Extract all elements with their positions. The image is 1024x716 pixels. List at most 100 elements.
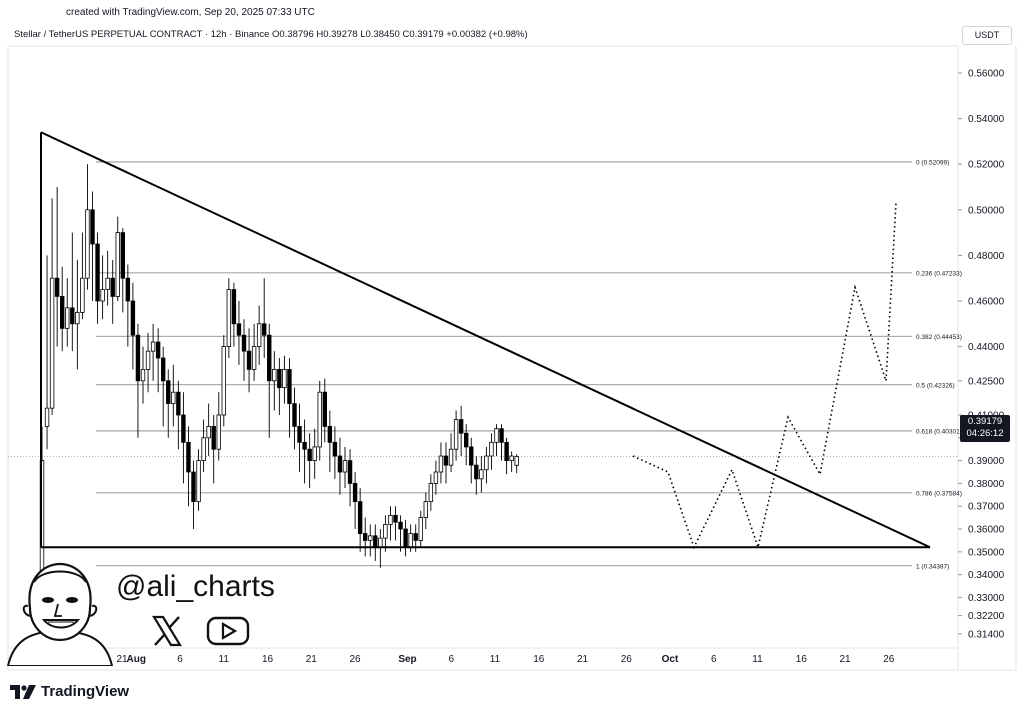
y-tick-label: 0.56000 [968, 69, 1005, 80]
y-tick-label: 0.38000 [968, 479, 1005, 490]
candle-body [322, 391, 327, 427]
x-tick-label: 6 [711, 654, 717, 665]
author-avatar [4, 548, 116, 671]
currency-selector[interactable]: USDT [962, 26, 1012, 45]
triangle-resistance-line [40, 131, 931, 549]
y-tick-label: 0.35000 [968, 547, 1005, 558]
x-tick-label: 21 [839, 654, 851, 665]
y-tick-label: 0.52000 [968, 160, 1005, 171]
candle-body [499, 428, 504, 443]
candle-body [155, 341, 161, 359]
candle-body [160, 357, 166, 382]
candle-body [337, 455, 343, 473]
candle-body [453, 419, 459, 450]
candle-body [463, 432, 469, 448]
y-tick-label: 0.46000 [968, 297, 1005, 308]
fib-level-label: 0.5 (0.42326) [916, 382, 955, 389]
candle-body [297, 425, 302, 443]
last-price-value: 0.39179 [967, 416, 1003, 427]
candle-body [504, 441, 509, 461]
symbol-legend[interactable]: Stellar / TetherUS PERPETUAL CONTRACT · … [14, 29, 528, 40]
candle-body [403, 528, 408, 548]
last-price-badge: 0.39179 04:26:12 [960, 415, 1010, 442]
fib-level-label: 0 (0.52099) [916, 159, 949, 166]
tradingview-brand[interactable]: TradingView [10, 683, 129, 700]
candle-body [267, 334, 272, 382]
candle-body [474, 464, 479, 480]
candle-body [80, 277, 85, 313]
candle-body [251, 346, 257, 370]
candle-body [256, 323, 262, 347]
candle-body [292, 403, 297, 427]
fib-level-label: 0.236 (0.47233) [916, 270, 962, 277]
y-tick-label: 0.32200 [968, 611, 1005, 622]
x-tick-label: 11 [752, 654, 763, 665]
candle-body [65, 307, 70, 329]
candle-body [75, 311, 80, 325]
candle-body [171, 391, 176, 405]
candle-body [479, 469, 484, 480]
candle-body [433, 471, 439, 484]
candle-body [246, 350, 252, 370]
projection-path [632, 202, 897, 551]
candle-body [302, 441, 307, 450]
y-tick-label: 0.36000 [968, 525, 1005, 536]
candle-body [211, 425, 216, 450]
created-with-text: created with TradingView.com, Sep 20, 20… [66, 7, 315, 18]
x-icon[interactable] [150, 614, 184, 653]
candle-body [140, 368, 146, 382]
chart-header: created with TradingView.com, Sep 20, 20… [0, 0, 1024, 40]
candle-body [469, 446, 474, 466]
candle-body [181, 414, 186, 443]
fib-level-label: 1 (0.34387) [916, 563, 949, 570]
candle-body [115, 232, 120, 297]
y-tick-label: 0.42500 [968, 376, 1005, 387]
candle-body [312, 446, 317, 462]
candle-body [413, 533, 418, 541]
tradingview-logo-icon [10, 684, 36, 699]
x-tick-label: 11 [490, 654, 501, 665]
candle-body [105, 277, 110, 291]
candle-body [428, 482, 434, 503]
x-tick-label: 26 [883, 654, 895, 665]
x-tick-label: 16 [796, 654, 808, 665]
candle-body [317, 391, 322, 448]
candle-body [342, 460, 348, 473]
x-tick-label: 11 [219, 654, 230, 665]
fib-level-label: 0.382 (0.44453) [916, 334, 962, 341]
candle-body [458, 419, 464, 434]
candle-body [307, 448, 312, 462]
y-tick-label: 0.44000 [968, 342, 1005, 353]
candle-body [443, 455, 449, 466]
youtube-icon[interactable] [206, 616, 250, 651]
candle-body [383, 524, 388, 539]
candle-body [494, 428, 499, 443]
candle-body [408, 533, 413, 548]
candle-body [49, 277, 55, 409]
candle-body [130, 300, 136, 336]
candle-body [368, 535, 373, 541]
candle-body [418, 517, 423, 541]
candle-body [145, 350, 151, 370]
y-tick-label: 0.50000 [968, 205, 1005, 216]
candle-body [347, 460, 353, 484]
candle-body [221, 346, 226, 416]
candle-body [241, 334, 247, 352]
candle-body [332, 441, 338, 457]
candle-body [44, 407, 50, 427]
author-handle: @ali_charts [116, 570, 275, 603]
candle-body [100, 289, 105, 302]
candle-body [489, 441, 494, 457]
candle-body [448, 448, 454, 466]
candle-body [110, 277, 115, 297]
x-tick-label: Sep [398, 654, 416, 665]
brand-name: TradingView [41, 683, 130, 700]
candle-body [282, 368, 287, 389]
x-tick-label: Oct [662, 654, 679, 665]
candle-body [423, 501, 428, 519]
x-tick-label: 16 [262, 654, 274, 665]
candle-body [95, 243, 100, 302]
candle-body [438, 455, 444, 473]
candle-body [216, 414, 221, 450]
